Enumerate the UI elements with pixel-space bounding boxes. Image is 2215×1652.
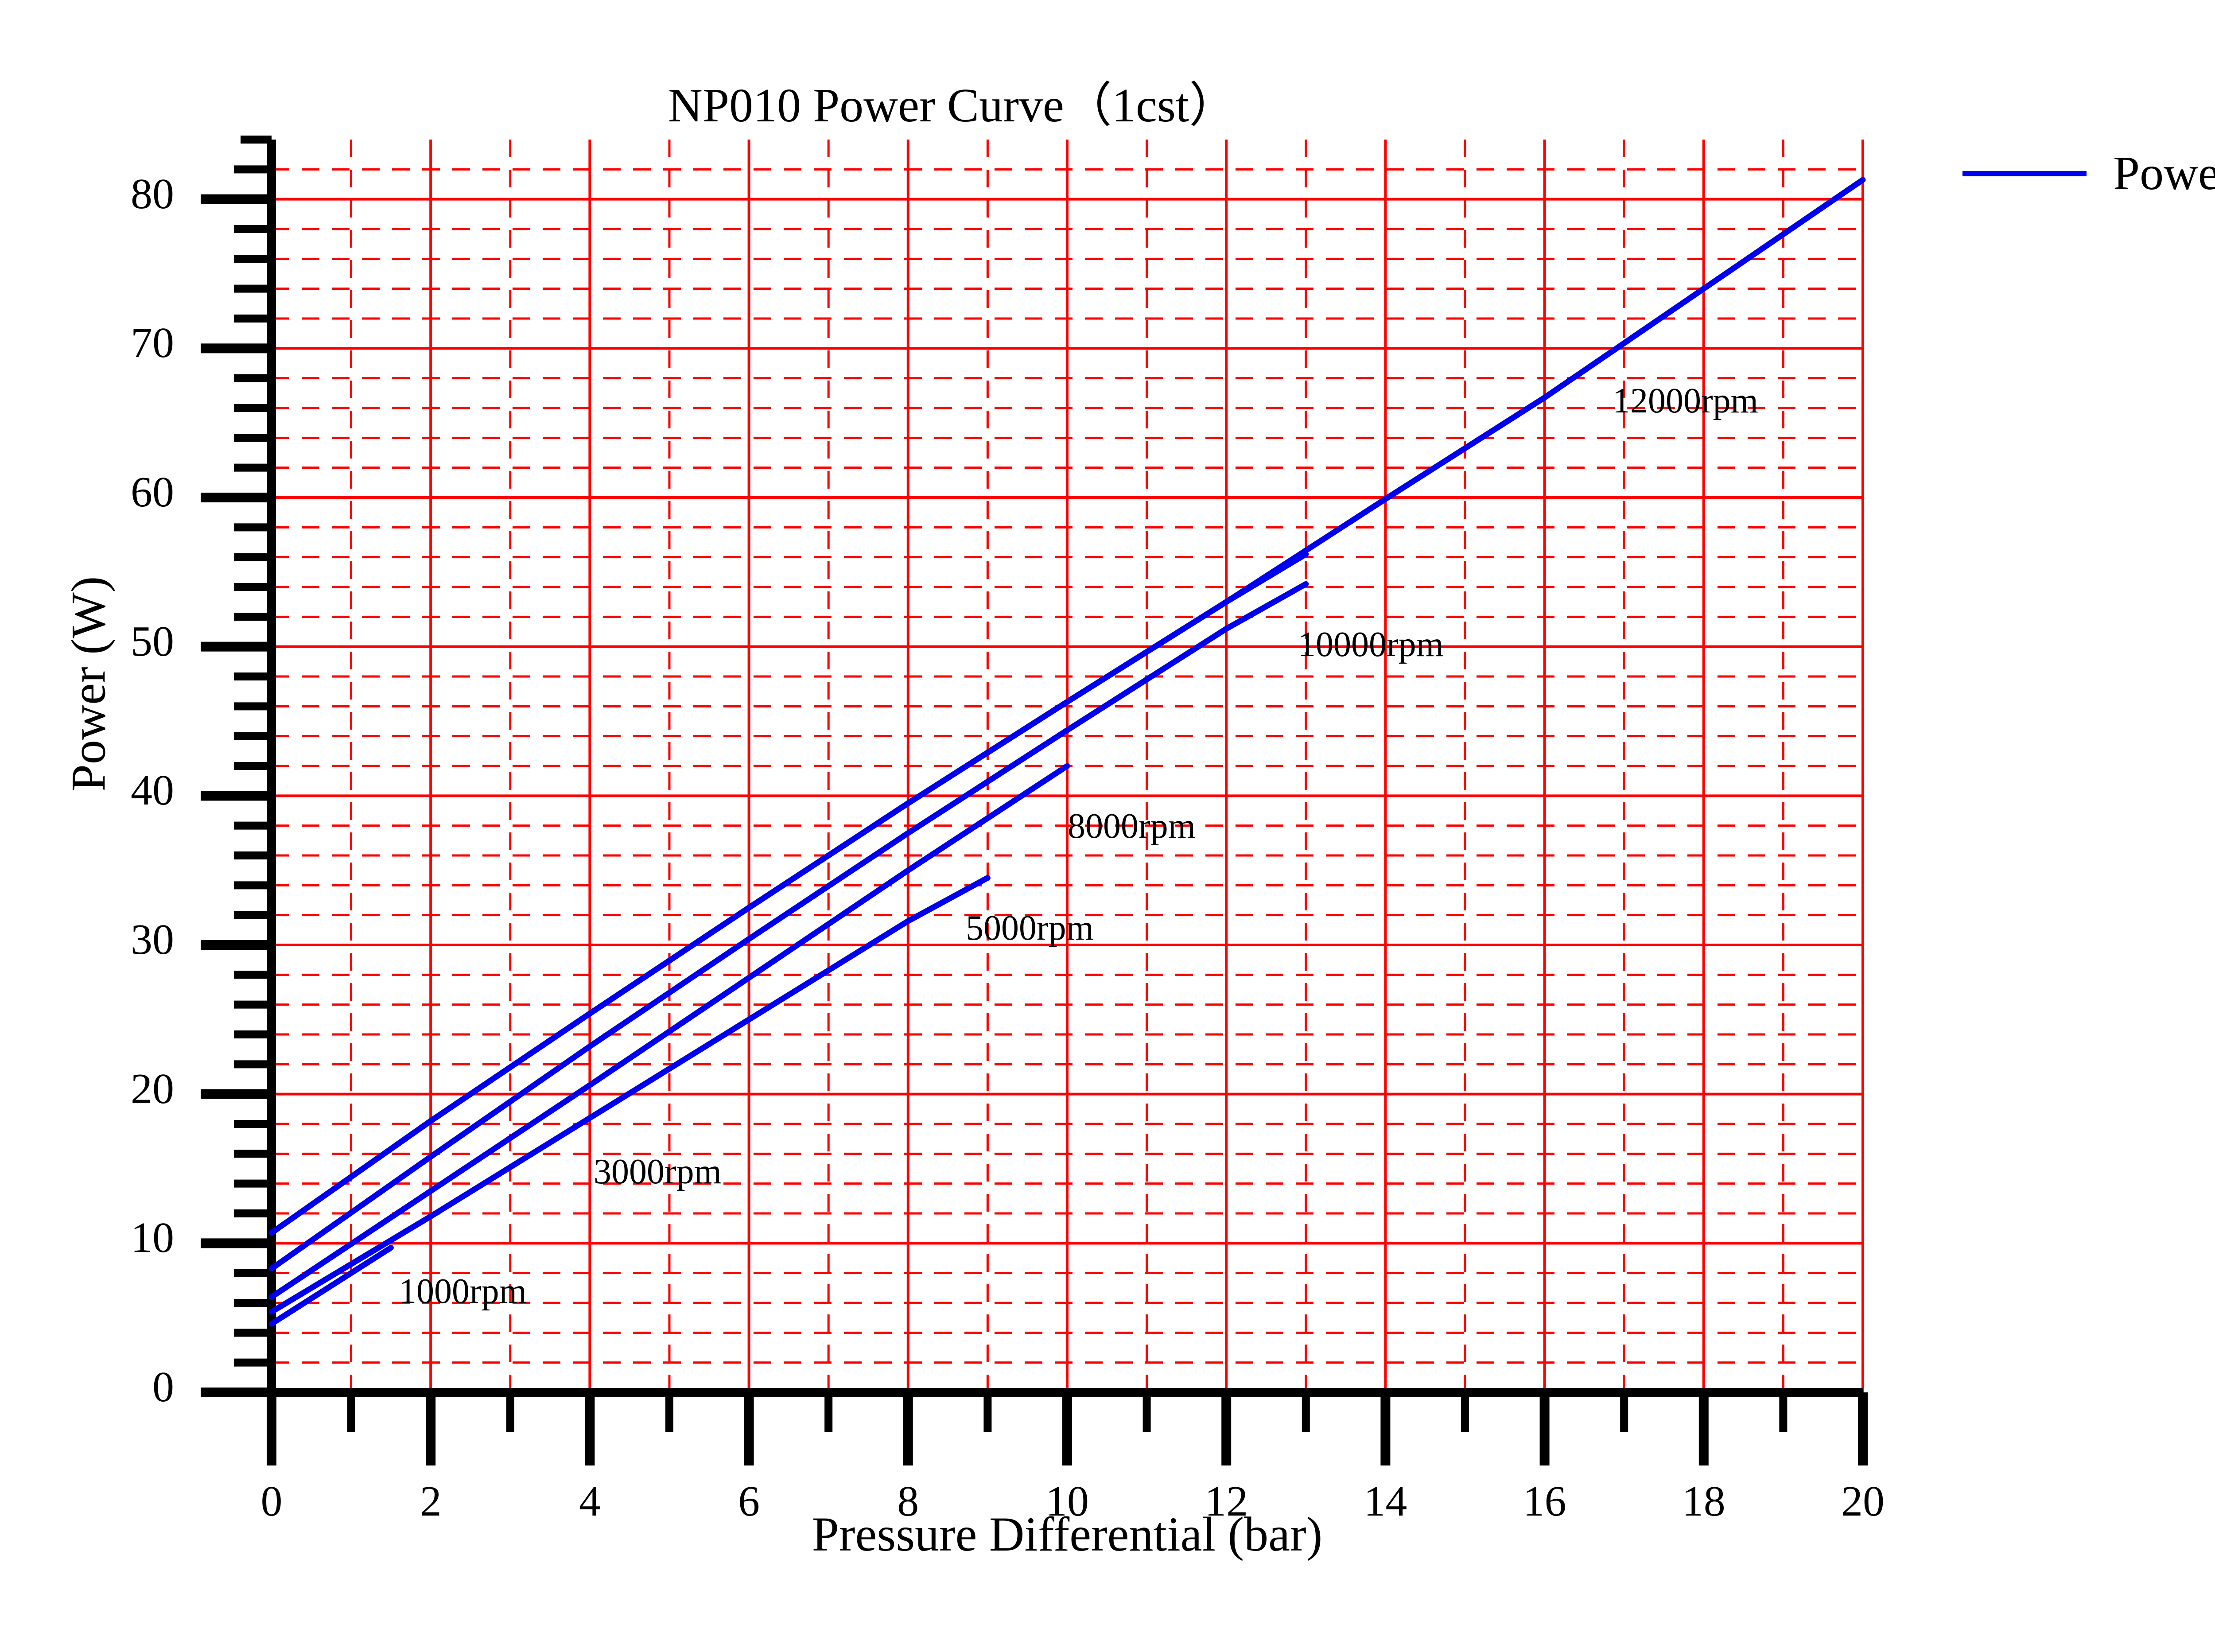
legend-line-swatch-power bbox=[1962, 171, 2087, 176]
series-line-8000rpm bbox=[268, 581, 1309, 1272]
curve-label-10000rpm: 10000rpm bbox=[1298, 625, 1444, 664]
chart-title: NP010 Power Curve（1cst） bbox=[668, 79, 1237, 132]
x-tick-label: 10 bbox=[1045, 1477, 1089, 1525]
x-tick-label: 0 bbox=[260, 1477, 283, 1525]
y-tick-label: 20 bbox=[131, 1065, 174, 1113]
curve-label-3000rpm: 3000rpm bbox=[594, 1152, 722, 1191]
y-tick-label: 30 bbox=[131, 916, 174, 964]
x-tick-label: 16 bbox=[1523, 1477, 1566, 1525]
series-line-3000rpm bbox=[268, 875, 991, 1315]
y-tick-label: 10 bbox=[131, 1214, 174, 1262]
y-tick-label: 80 bbox=[131, 170, 174, 218]
x-tick-label: 12 bbox=[1205, 1477, 1248, 1525]
legend: Power bbox=[1962, 146, 2215, 201]
y-tick-label: 70 bbox=[131, 319, 174, 367]
curve-label-5000rpm: 5000rpm bbox=[966, 909, 1094, 948]
y-tick-label: 40 bbox=[131, 766, 174, 815]
y-tick-label: 0 bbox=[152, 1363, 174, 1411]
series-line-5000rpm bbox=[268, 763, 1070, 1300]
curve-label-12000rpm: 12000rpm bbox=[1613, 381, 1758, 420]
x-axis-title: Pressure Differential (bar) bbox=[812, 1507, 1323, 1561]
y-tick-label: 50 bbox=[131, 617, 174, 665]
x-tick-label: 8 bbox=[897, 1477, 919, 1525]
curve-label-8000rpm: 8000rpm bbox=[1068, 807, 1196, 846]
x-tick-label: 18 bbox=[1682, 1477, 1725, 1525]
curve-label-1000rpm: 1000rpm bbox=[399, 1272, 527, 1311]
series-line-12000rpm bbox=[268, 177, 1866, 1236]
x-tick-label: 6 bbox=[738, 1477, 760, 1525]
legend-label-power: Power bbox=[2113, 147, 2215, 200]
y-tick-label: 60 bbox=[131, 468, 174, 516]
x-tick-label: 14 bbox=[1364, 1477, 1407, 1525]
x-tick-label: 2 bbox=[420, 1477, 442, 1525]
x-tick-label: 20 bbox=[1841, 1477, 1885, 1525]
x-tick-label: 4 bbox=[579, 1477, 601, 1525]
series-line-10000rpm bbox=[268, 551, 1309, 1236]
series-line-1000rpm bbox=[268, 1244, 394, 1327]
